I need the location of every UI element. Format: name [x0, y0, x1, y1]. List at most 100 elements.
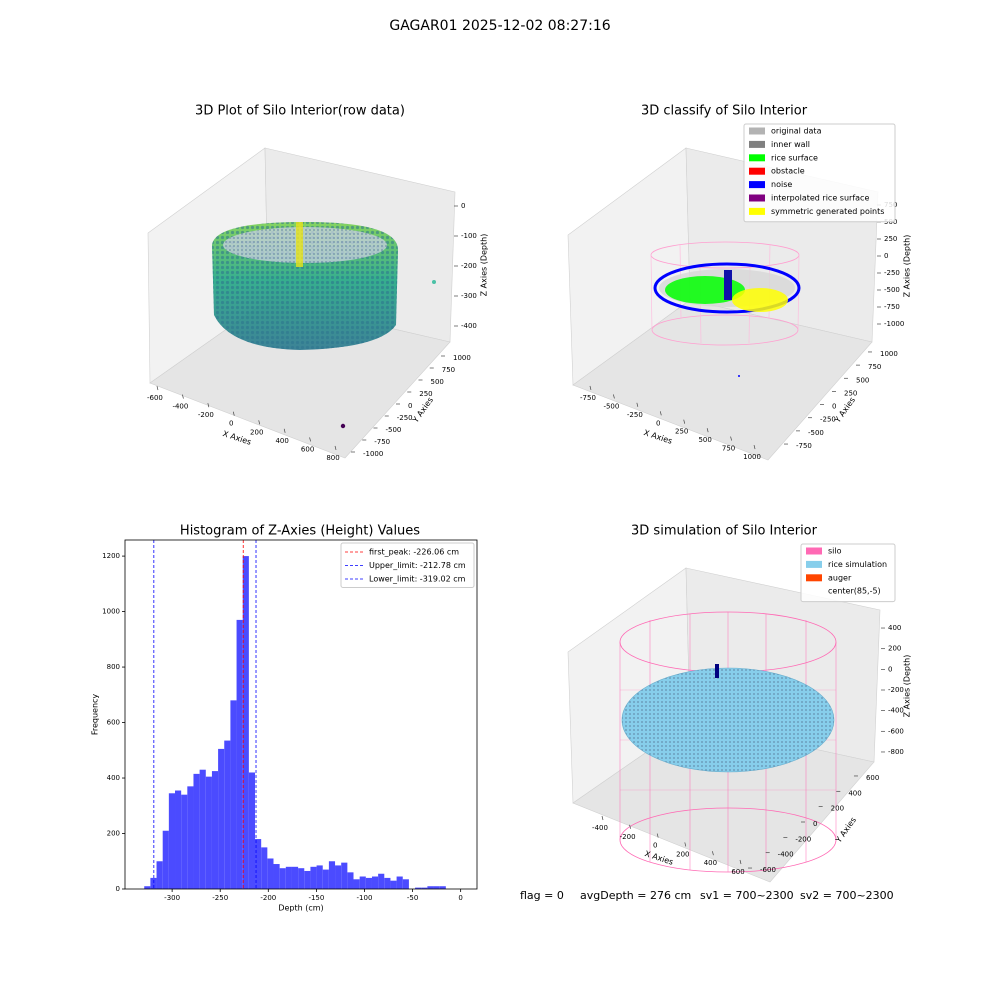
z-tick-label: 0: [888, 665, 892, 673]
y-tick-label: 400: [848, 789, 861, 797]
y-tick-label: 200: [107, 830, 120, 838]
legend-box: [800, 543, 896, 603]
y-tick-label: 500: [431, 378, 444, 386]
x-tick-label: 750: [722, 445, 735, 453]
z-axis-label: Z Axies (Depth): [903, 235, 912, 298]
x-tick: [334, 445, 337, 451]
histogram-bar: [304, 870, 311, 889]
x-tick-label: -400: [592, 824, 608, 832]
x-tick-label: -500: [603, 402, 619, 410]
histogram-bar: [427, 886, 434, 889]
x-tick-label: -400: [172, 403, 188, 411]
y-tick-label: 250: [419, 390, 432, 398]
legend-box: [743, 123, 896, 223]
legend-swatch: [749, 127, 765, 135]
legend-label: Upper_limit: -212.78 cm: [369, 561, 466, 570]
panel-title: 3D simulation of Silo Interior: [631, 524, 818, 539]
histogram-bar: [193, 773, 200, 889]
histogram-bar: [211, 771, 219, 889]
z-tick-label: 0: [461, 202, 465, 210]
x-tick: [182, 394, 184, 399]
x-tick: [712, 851, 714, 856]
panel-title: Histogram of Z-Axies (Height) Values: [180, 524, 420, 539]
z-tick-label: -400: [461, 322, 477, 330]
legend-label: rice surface: [771, 153, 818, 162]
x-tick: [589, 385, 592, 391]
y-tick-label: 1000: [102, 608, 120, 616]
legend-label: Lower_limit: -319.02 cm: [369, 575, 466, 584]
z-axis-label: Z Axies (Depth): [480, 234, 489, 297]
x-tick-label: 400: [704, 859, 717, 867]
x-tick: [258, 420, 261, 425]
x-tick-label: -50: [407, 894, 418, 902]
z-tick-label: 0: [884, 252, 888, 260]
z-tick-label: -200: [461, 262, 477, 270]
status-text: avgDepth = 276 cm: [580, 889, 691, 902]
histogram-bar: [273, 864, 280, 889]
y-tick-label: -400: [778, 851, 794, 859]
histogram-bar: [415, 887, 422, 889]
y-tick-label: -250: [820, 416, 836, 424]
x-tick: [656, 833, 659, 838]
x-tick-label: -200: [620, 833, 636, 841]
x-tick-label: -150: [308, 894, 324, 902]
x-tick: [207, 403, 210, 408]
histogram-bar: [218, 748, 225, 889]
y-tick-label: 600: [107, 719, 120, 727]
z-tick-label: 200: [888, 645, 901, 653]
y-axis-label: Frequency: [91, 694, 100, 736]
histogram-bar: [353, 879, 360, 889]
histogram-bar: [421, 887, 428, 889]
z-tick-label: -250: [884, 269, 900, 277]
figure-title: GAGAR01 2025-12-02 08:27:16: [389, 18, 610, 34]
x-tick-label: 1000: [743, 453, 761, 461]
y-axis-label: Y Axies: [410, 396, 435, 426]
x-axis-label: Depth (cm): [278, 904, 323, 913]
x-tick-label: 500: [698, 436, 711, 444]
silo-point-cloud: [212, 222, 436, 429]
histogram-bar: [205, 776, 212, 889]
legend-label: obstacle: [771, 167, 805, 176]
histogram-bar: [230, 700, 237, 889]
x-tick-label: -600: [147, 394, 163, 402]
y-tick-label: -500: [386, 426, 402, 434]
y-tick-label: 1000: [880, 350, 898, 358]
histogram-bar: [384, 877, 391, 889]
histogram-bar: [341, 862, 348, 889]
x-tick: [659, 411, 662, 416]
legend-swatch: [806, 574, 822, 582]
y-tick-label: 0: [408, 402, 412, 410]
histogram-bar: [279, 868, 286, 889]
histogram-bar: [371, 876, 379, 889]
x-tick: [684, 842, 687, 847]
y-tick-label: 750: [868, 363, 881, 371]
legend-label: auger: [828, 573, 852, 582]
z-tick-label: -100: [461, 232, 477, 240]
legend-label: original data: [771, 127, 822, 136]
x-tick: [613, 394, 615, 399]
legend-label: center(85,-5): [828, 587, 881, 596]
y-tick-label: -600: [760, 866, 776, 874]
y-tick-label: 0: [832, 403, 836, 411]
x-tick-label: 0: [458, 894, 462, 902]
y-tick-label: -750: [796, 442, 812, 450]
histogram-bar: [359, 876, 366, 889]
legend-label: silo: [828, 547, 842, 556]
z-tick-label: -1000: [884, 320, 904, 328]
legend-box: [340, 542, 475, 588]
x-tick: [601, 815, 604, 821]
histogram-bar: [402, 879, 409, 889]
x-tick-label: 200: [250, 428, 263, 436]
histogram-bar: [322, 869, 329, 889]
y-tick-label: -500: [808, 429, 824, 437]
legend-swatch: [749, 154, 765, 162]
x-tick-label: -250: [212, 894, 228, 902]
x-tick-label: 250: [675, 428, 688, 436]
y-tick-label: 800: [107, 663, 120, 671]
x-tick: [706, 428, 709, 433]
histogram-bar: [144, 886, 151, 889]
histogram-bar: [298, 868, 305, 889]
x-tick-label: 600: [731, 868, 744, 876]
z-tick-label: -200: [888, 686, 904, 694]
